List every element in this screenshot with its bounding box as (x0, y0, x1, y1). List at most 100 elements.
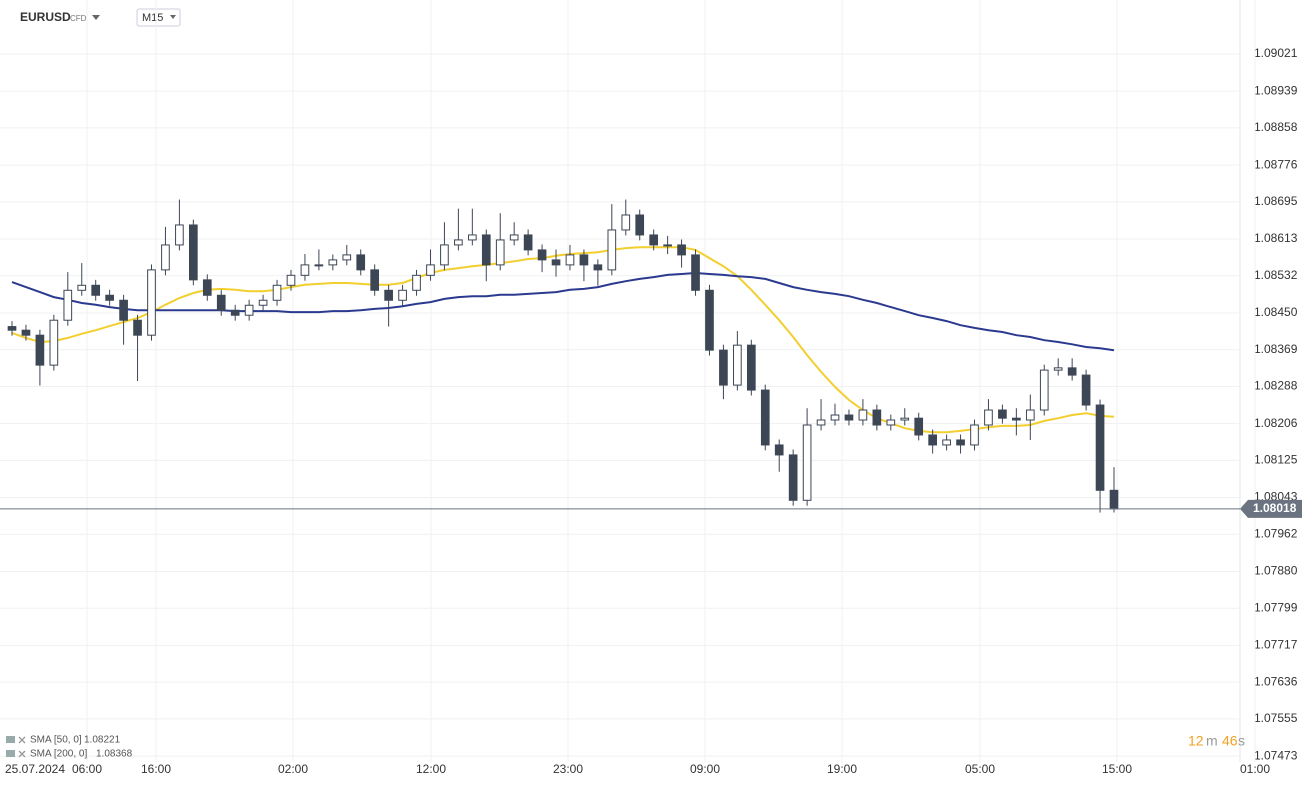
candle-body (998, 409, 1007, 419)
y-tick-label: 1.08695 (1254, 194, 1298, 208)
timeframe-dropdown[interactable] (170, 15, 176, 19)
candle-body (314, 264, 324, 267)
candle-body (426, 264, 435, 276)
x-tick-label: 09:00 (690, 762, 720, 776)
timer-unit: s (1238, 733, 1245, 749)
y-tick-label: 1.07473 (1254, 748, 1298, 762)
y-tick-label: 1.08125 (1254, 453, 1298, 467)
x-tick-label: 25.07.2024 (5, 762, 65, 776)
sma-line (11, 271, 1115, 352)
candle-body (970, 424, 979, 446)
x-tick-label: 02:00 (278, 762, 308, 776)
timeframe-button[interactable] (136, 8, 181, 27)
y-tick-label: 1.08450 (1254, 305, 1298, 319)
x-tick-label: 01:00 (1240, 762, 1270, 776)
candle-body (189, 224, 198, 281)
candle-body (202, 279, 212, 296)
candle-body (63, 289, 73, 321)
candle-body (161, 244, 170, 271)
y-tick-label: 1.08206 (1254, 416, 1298, 430)
y-tick-label: 1.08288 (1254, 379, 1298, 393)
y-tick-label: 1.07880 (1254, 564, 1298, 578)
legend-label: SMA [50, 0] (30, 735, 82, 746)
candle-body (133, 319, 142, 336)
symbol[interactable]: EURUSD (20, 10, 71, 24)
legend-close (18, 750, 26, 758)
candle-body (649, 234, 659, 246)
candle-body (119, 299, 128, 321)
legend-icon (6, 750, 15, 757)
candle-body (286, 274, 296, 286)
candle-body (105, 294, 114, 301)
y-tick-label: 1.08858 (1254, 120, 1298, 134)
last-price-label: 1.08018 (1253, 501, 1297, 515)
last-price-box (1240, 499, 1302, 518)
candle-body (1012, 417, 1021, 421)
x-tick-label: 06:00 (72, 762, 102, 776)
x-tick-label: 19:00 (827, 762, 857, 776)
candle-body (746, 344, 756, 391)
candle-body (816, 419, 826, 426)
candle-body (1025, 409, 1035, 421)
candle-body (914, 417, 924, 436)
candle-body (663, 244, 672, 247)
candle-body (984, 409, 993, 426)
legend-icon (6, 736, 15, 743)
candle-body (272, 284, 282, 301)
legend-value: 1.08221 (84, 735, 121, 746)
candle-body (1039, 369, 1049, 411)
y-tick-label: 1.08776 (1254, 157, 1298, 171)
candle-body (551, 259, 561, 266)
candle-body (858, 409, 868, 421)
y-tick-label: 1.07717 (1254, 638, 1298, 652)
candle-body (244, 304, 254, 316)
instrument: CFD (70, 14, 87, 23)
candle-body (537, 249, 547, 261)
candle-body (565, 254, 575, 266)
y-tick-label: 1.08532 (1254, 268, 1298, 282)
candle-body (802, 424, 812, 501)
candle-body (691, 254, 700, 291)
candle-body (342, 254, 352, 261)
timeframe[interactable]: M15 (142, 12, 163, 24)
y-tick-label: 1.07799 (1254, 600, 1298, 614)
candle-body (593, 264, 603, 271)
candle-body (412, 274, 421, 291)
y-tick-label: 1.08939 (1254, 83, 1298, 97)
timer-unit: m (1206, 733, 1218, 749)
y-tick-label: 1.08369 (1254, 342, 1298, 356)
candle-body (175, 224, 184, 246)
candle-body (705, 289, 714, 351)
candle-body (872, 409, 882, 426)
candle-body (21, 329, 31, 336)
candle-body (454, 239, 463, 246)
candle-body (830, 414, 840, 421)
x-tick-label: 15:00 (1102, 762, 1132, 776)
candle-body (942, 439, 951, 446)
candle-body (928, 434, 937, 446)
y-tick-label: 1.07555 (1254, 711, 1298, 725)
y-tick-label: 1.07636 (1254, 674, 1298, 688)
candle-body (635, 214, 645, 236)
candle-body (328, 259, 338, 266)
candle-body (467, 234, 477, 241)
candle-body (91, 284, 101, 296)
legend-value: 1.08368 (96, 749, 133, 760)
candle-body (384, 289, 393, 301)
candle-body (886, 419, 896, 426)
candle-body (844, 414, 854, 421)
candle-body (719, 349, 728, 386)
x-tick-label: 16:00 (141, 762, 171, 776)
sma-line (11, 246, 1115, 434)
candle-body (621, 214, 631, 231)
candle-body (481, 234, 491, 266)
legend-label: SMA [200, 0] (30, 749, 87, 760)
candle-body (774, 444, 784, 456)
candle-body (956, 439, 965, 446)
symbol-dropdown[interactable] (92, 15, 100, 20)
candle-body (607, 229, 617, 271)
candle-body (579, 254, 589, 266)
y-tick-label: 1.07962 (1254, 526, 1298, 540)
